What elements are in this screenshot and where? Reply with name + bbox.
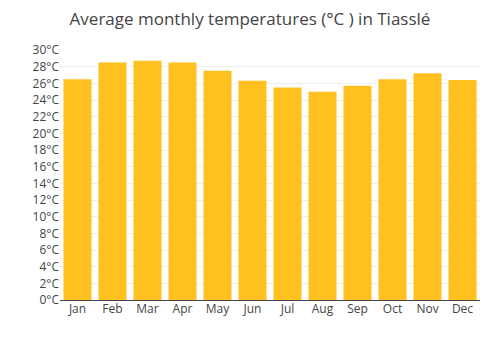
svg-text:30°C: 30°C bbox=[33, 41, 60, 58]
svg-text:26°C: 26°C bbox=[33, 75, 60, 92]
svg-text:28°C: 28°C bbox=[33, 58, 60, 75]
svg-text:22°C: 22°C bbox=[33, 108, 60, 125]
svg-text:10°C: 10°C bbox=[33, 208, 60, 225]
svg-text:6°C: 6°C bbox=[39, 241, 59, 258]
svg-text:Jul: Jul bbox=[280, 300, 295, 317]
svg-text:Nov: Nov bbox=[416, 300, 438, 317]
svg-text:18°C: 18°C bbox=[33, 141, 60, 158]
svg-text:Jan: Jan bbox=[68, 300, 86, 317]
svg-text:2°C: 2°C bbox=[39, 275, 59, 292]
svg-text:May: May bbox=[206, 300, 230, 317]
svg-text:12°C: 12°C bbox=[33, 191, 60, 208]
svg-text:Dec: Dec bbox=[452, 300, 473, 317]
svg-text:Average monthly temperatures (: Average monthly temperatures (°C ) in Ti… bbox=[70, 7, 431, 30]
svg-text:Oct: Oct bbox=[383, 300, 402, 317]
svg-text:Jun: Jun bbox=[243, 300, 262, 317]
svg-text:Apr: Apr bbox=[173, 300, 193, 317]
svg-text:8°C: 8°C bbox=[39, 225, 59, 242]
svg-text:4°C: 4°C bbox=[39, 258, 59, 275]
svg-text:16°C: 16°C bbox=[33, 158, 60, 175]
svg-text:24°C: 24°C bbox=[33, 91, 60, 108]
svg-text:Mar: Mar bbox=[136, 300, 158, 317]
svg-text:Aug: Aug bbox=[312, 300, 334, 317]
svg-text:14°C: 14°C bbox=[33, 175, 60, 192]
svg-text:20°C: 20°C bbox=[33, 125, 60, 142]
svg-text:Sep: Sep bbox=[347, 300, 368, 317]
svg-text:Feb: Feb bbox=[102, 300, 122, 317]
svg-text:0°C: 0°C bbox=[39, 291, 59, 308]
